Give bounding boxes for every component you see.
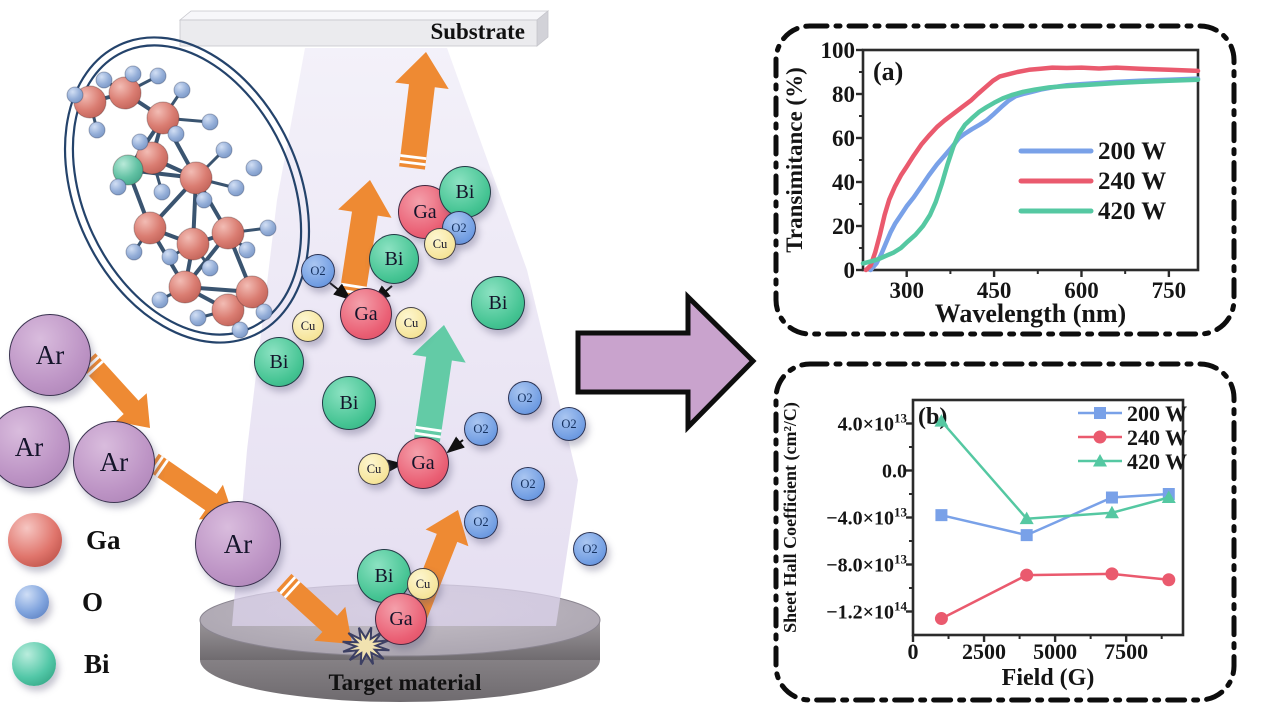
legend-item-o: O <box>15 585 103 619</box>
target-label: Target material <box>328 670 482 695</box>
legend-entry: 420 W <box>1127 449 1187 474</box>
x-tick-label: 2500 <box>962 639 1006 664</box>
deposition-arrow-upper <box>395 52 449 170</box>
legend-entry: 240 W <box>1098 168 1166 195</box>
legend-label-bi: Bi <box>84 648 110 679</box>
bi-sphere-icon <box>12 642 56 686</box>
x-tick-label: 0 <box>908 639 919 664</box>
x-tick-label: 450 <box>977 278 1012 303</box>
substrate-bar <box>179 19 538 47</box>
legend-label-o: O <box>82 586 104 617</box>
crystal-oval-inner <box>71 44 303 336</box>
incident-ion-arrow <box>276 573 352 644</box>
y-tick-label: 100 <box>821 38 856 63</box>
y-tick-label: 80 <box>832 82 855 107</box>
x-tick-label: 750 <box>1152 278 1187 303</box>
legend-item-bi: Bi <box>12 642 110 686</box>
series-200W <box>941 492 1169 537</box>
argon-arrow-1 <box>80 353 150 428</box>
substrate-label: Substrate <box>430 19 525 44</box>
result-arrow <box>575 291 757 434</box>
series-240W <box>863 65 1201 273</box>
hall-coefficient-chart-panel: 0 2500 5000 7500 4.0×1013 0.0 −4.0×1013 −8.0×10… <box>773 361 1237 703</box>
legend-entry: 200 W <box>1127 401 1187 426</box>
legend-entry: 420 W <box>1098 198 1166 225</box>
y-tick-label: 0.0 <box>882 461 907 483</box>
x-tick-label: 5000 <box>1033 639 1077 664</box>
y-tick-label: 60 <box>832 126 855 151</box>
y-axis-label: Transimitance (%) <box>782 67 807 252</box>
legend-entry: 200 W <box>1098 138 1166 165</box>
y-tick-label: 20 <box>832 214 855 239</box>
reaction-arrow <box>446 436 465 454</box>
o-sphere-icon <box>15 585 49 619</box>
crystal-structure <box>66 65 277 339</box>
legend-item-ga: Ga <box>8 513 121 567</box>
series-420W <box>860 77 1201 266</box>
x-axis-label: Field (G) <box>1002 665 1095 691</box>
transmittance-chart-panel: 300 450 600 750 0 20 40 60 80 100 Wavelength (nm) T… <box>773 23 1237 337</box>
y-tick-label: 4.0×1013 <box>838 411 908 436</box>
deposition-arrow-teal <box>412 325 466 442</box>
legend-entry: 240 W <box>1127 425 1187 450</box>
x-axis-label: Wavelength (nm) <box>935 299 1126 328</box>
ga-sphere-icon <box>8 513 62 567</box>
dash-dot-border <box>773 23 1237 337</box>
legend-label-ga: Ga <box>86 524 121 555</box>
sputtering-diagram <box>63 10 757 702</box>
y-tick-label: 0 <box>844 258 856 283</box>
y-axis-label: Sheet Hall Coefficient (cm²/C) <box>780 402 801 633</box>
crystal-oval-outer <box>63 36 311 344</box>
series-420W <box>940 420 1170 520</box>
x-tick-label: 300 <box>889 278 924 303</box>
dash-dot-border <box>773 361 1237 703</box>
argon-arrow-2 <box>147 453 234 520</box>
y-tick-label: −4.0×1013 <box>826 505 907 530</box>
y-tick-label: −8.0×1013 <box>826 552 907 577</box>
y-tick-label: 40 <box>832 170 855 195</box>
y-tick-label: −1.2×1014 <box>826 599 907 624</box>
x-tick-label: 7500 <box>1104 639 1148 664</box>
panel-label: (a) <box>873 57 903 86</box>
x-tick-label: 600 <box>1064 278 1099 303</box>
series-240W <box>940 572 1169 620</box>
